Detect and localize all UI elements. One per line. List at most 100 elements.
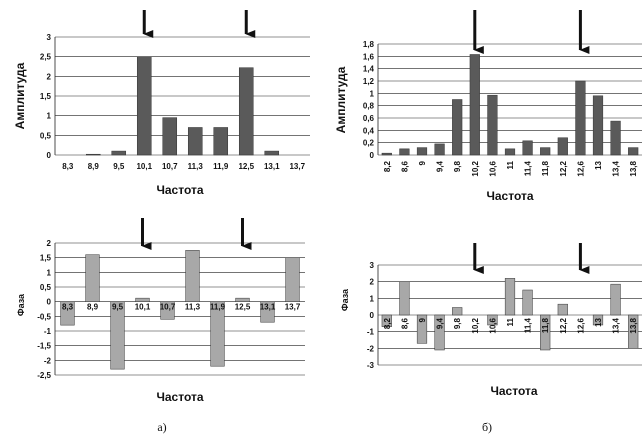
x-tick-label: 9,5	[112, 303, 124, 312]
bar-13-1	[264, 150, 280, 156]
x-tick-label: 9,4	[436, 160, 445, 172]
panel-label-a: а)	[157, 420, 166, 434]
bar-8-9	[85, 254, 100, 302]
bar-11-8	[540, 314, 551, 351]
y-tick-label: 0,6	[363, 114, 375, 123]
y-tick-label: 3	[47, 33, 52, 42]
x-tick-label: 13,4	[612, 317, 621, 333]
x-tick-label: 11,4	[524, 317, 533, 333]
bar-8-3	[60, 301, 75, 326]
bar-12-2	[557, 137, 568, 156]
y-tick-label: 2	[47, 72, 52, 81]
y-tick-label: 3	[370, 261, 375, 270]
x-tick-label: 9,5	[113, 162, 125, 171]
bar-11-9	[210, 301, 225, 367]
x-tick-label: 11,9	[213, 162, 229, 171]
y-tick-label: -3	[367, 361, 375, 370]
bar-8-2	[381, 314, 392, 327]
y-tick-label: 0,5	[40, 131, 52, 140]
bar-13	[592, 95, 604, 156]
bar-11-3	[187, 127, 203, 156]
x-tick-label: 8,2	[383, 317, 392, 329]
x-tick-label: 13,1	[260, 303, 276, 312]
y-tick-label: 2,5	[40, 53, 52, 62]
x-tick-label: 8,2	[383, 160, 392, 172]
chart-b-phase: -3 -2 -1 0 1 2 3 8,2 8,6 9 9,4 9,8 10,2 10,6 11 11,4 11,…	[340, 243, 642, 398]
y-axis-title: Амплитуда	[13, 62, 27, 129]
y-tick-label: 1,5	[40, 92, 52, 101]
y-tick-label: 0,8	[363, 102, 375, 111]
x-tick-label: 11,8	[541, 317, 550, 333]
x-tick-label: 13,7	[289, 162, 305, 171]
x-axis-title: Частота	[156, 183, 203, 197]
bar-9-4	[434, 314, 445, 351]
y-tick-label: 0	[47, 151, 52, 160]
x-tick-label: 13,1	[264, 162, 280, 171]
x-tick-label: 10,6	[488, 160, 497, 176]
x-tick-label: 9	[418, 160, 427, 165]
y-tick-label: -0,5	[37, 312, 51, 321]
bar-11	[504, 148, 516, 156]
bar-12-2	[557, 303, 568, 316]
x-tick-label: 9	[418, 317, 427, 322]
bar-13-8	[628, 147, 639, 156]
bar-9-4	[434, 143, 445, 156]
x-tick-label: 9,4	[436, 317, 445, 329]
x-tick-label: 8,9	[87, 303, 99, 312]
x-tick-label: 9,8	[453, 317, 462, 329]
y-tick-label: 2	[370, 278, 375, 287]
bar-12-5	[238, 67, 254, 156]
y-tick-label: 1,8	[363, 40, 375, 49]
x-tick-label: 11,3	[185, 303, 201, 312]
bar-8-2	[381, 152, 392, 156]
x-axis-title: Частота	[156, 390, 203, 404]
x-tick-label: 8,3	[62, 162, 74, 171]
y-tick-label: -1,5	[37, 342, 51, 351]
x-tick-label: 8,6	[400, 160, 409, 172]
bar-13-4	[610, 120, 621, 156]
x-tick-label: 11,4	[524, 160, 533, 176]
x-tick-label: 12,2	[559, 160, 568, 176]
x-tick-label: 13,7	[285, 303, 301, 312]
bar-13-1	[260, 301, 275, 323]
bar-11-4	[522, 140, 533, 156]
bar-11	[504, 278, 516, 316]
bar-9-8	[452, 307, 463, 316]
y-tick-label: 1,5	[40, 254, 52, 263]
x-tick-label: 11	[506, 160, 515, 169]
x-tick-label: 10,7	[160, 303, 176, 312]
x-tick-label: 11	[506, 317, 515, 326]
x-tick-label: 10,6	[488, 317, 497, 333]
x-tick-label: 8,6	[400, 317, 409, 329]
bar-9-5	[111, 150, 127, 156]
x-tick-label: 10,2	[471, 160, 480, 176]
x-tick-label: 11,3	[188, 162, 204, 171]
y-tick-label: 0	[370, 311, 375, 320]
bar-10-6	[487, 314, 498, 326]
bar-11-4	[522, 289, 533, 316]
panel-label-b: б)	[482, 420, 492, 434]
y-tick-label: 0,5	[40, 283, 52, 292]
bar-10-6	[487, 94, 498, 156]
y-tick-label: 1	[47, 268, 52, 277]
x-tick-label: 11,8	[541, 160, 550, 176]
bar-13-4	[610, 283, 621, 316]
bar-8-6	[399, 148, 410, 156]
y-tick-label: 0	[370, 151, 375, 160]
bar-8-6	[399, 281, 410, 316]
bar-13-7	[285, 257, 300, 302]
y-tick-label: 0,2	[363, 139, 375, 148]
x-tick-label: 8,3	[62, 303, 74, 312]
bar-13	[592, 314, 604, 326]
y-tick-label: 1	[370, 294, 375, 303]
bar-10-1	[135, 297, 150, 302]
bar-10-7	[162, 117, 178, 156]
bar-9	[416, 314, 428, 344]
bar-10-1	[136, 56, 152, 156]
x-tick-label: 12,6	[576, 160, 585, 176]
y-tick-label: 1	[47, 112, 52, 121]
bar-11-3	[185, 250, 200, 302]
y-tick-label: 0,4	[363, 126, 375, 135]
bar-10-7	[160, 301, 175, 320]
